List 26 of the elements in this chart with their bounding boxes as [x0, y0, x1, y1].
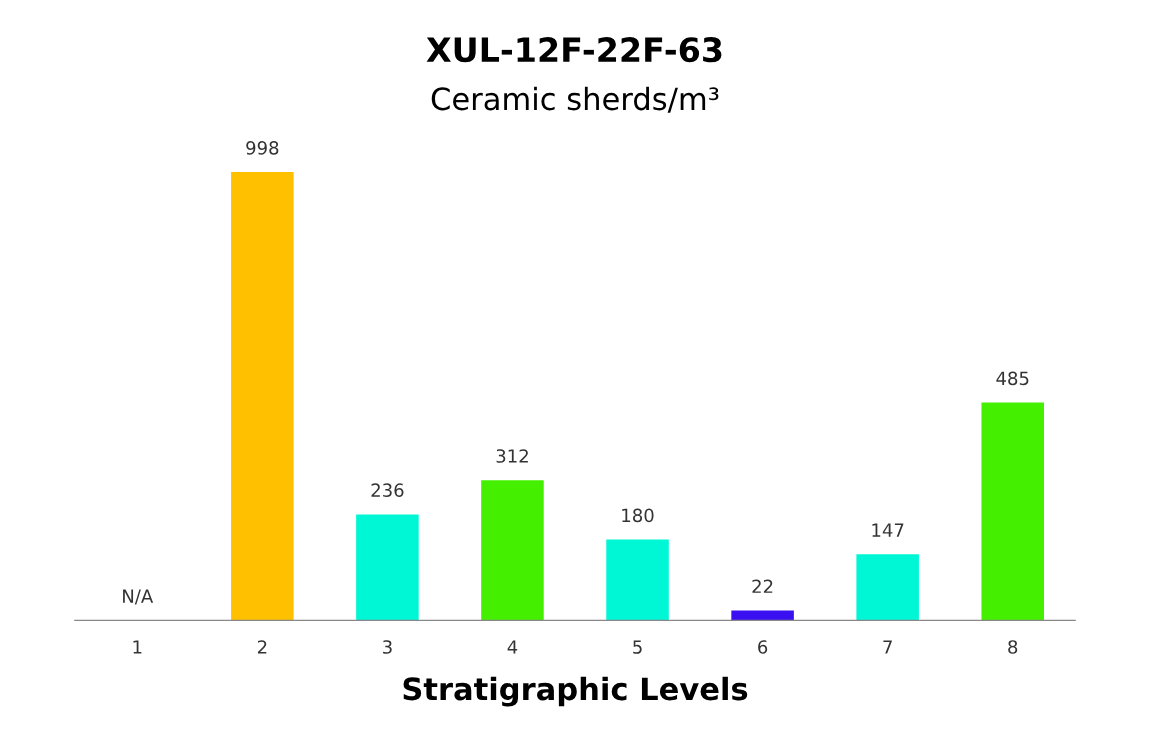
- data-label: 236: [371, 483, 404, 497]
- data-label: 312: [496, 449, 528, 463]
- x-tick-label: 2: [257, 640, 267, 654]
- data-label: 998: [246, 141, 279, 155]
- bar: [981, 402, 1044, 621]
- x-tick-label: 8: [1008, 640, 1018, 654]
- x-tick-label: 6: [758, 640, 768, 654]
- chart-title: XUL-12F-22F-63: [426, 37, 722, 63]
- x-tick-label: 5: [633, 640, 642, 654]
- x-axis-title: Stratigraphic Levels: [403, 676, 748, 707]
- chart-subtitle: Ceramic sherds/m³: [431, 86, 719, 113]
- data-label: 180: [622, 508, 654, 523]
- x-tick-label: 7: [883, 640, 892, 654]
- x-tick-label: 1: [133, 640, 142, 654]
- text: N/A: [123, 589, 154, 605]
- bar: [481, 480, 544, 621]
- x-tick-label: 3: [383, 640, 392, 654]
- bar: [856, 554, 919, 621]
- bar: [731, 610, 794, 621]
- data-label: 485: [996, 371, 1029, 386]
- bar: [356, 514, 419, 621]
- bar: [606, 539, 669, 621]
- x-tick-label: 4: [507, 640, 518, 654]
- data-label: 147: [872, 523, 904, 537]
- bar: [231, 172, 294, 621]
- data-label: 22: [752, 579, 773, 593]
